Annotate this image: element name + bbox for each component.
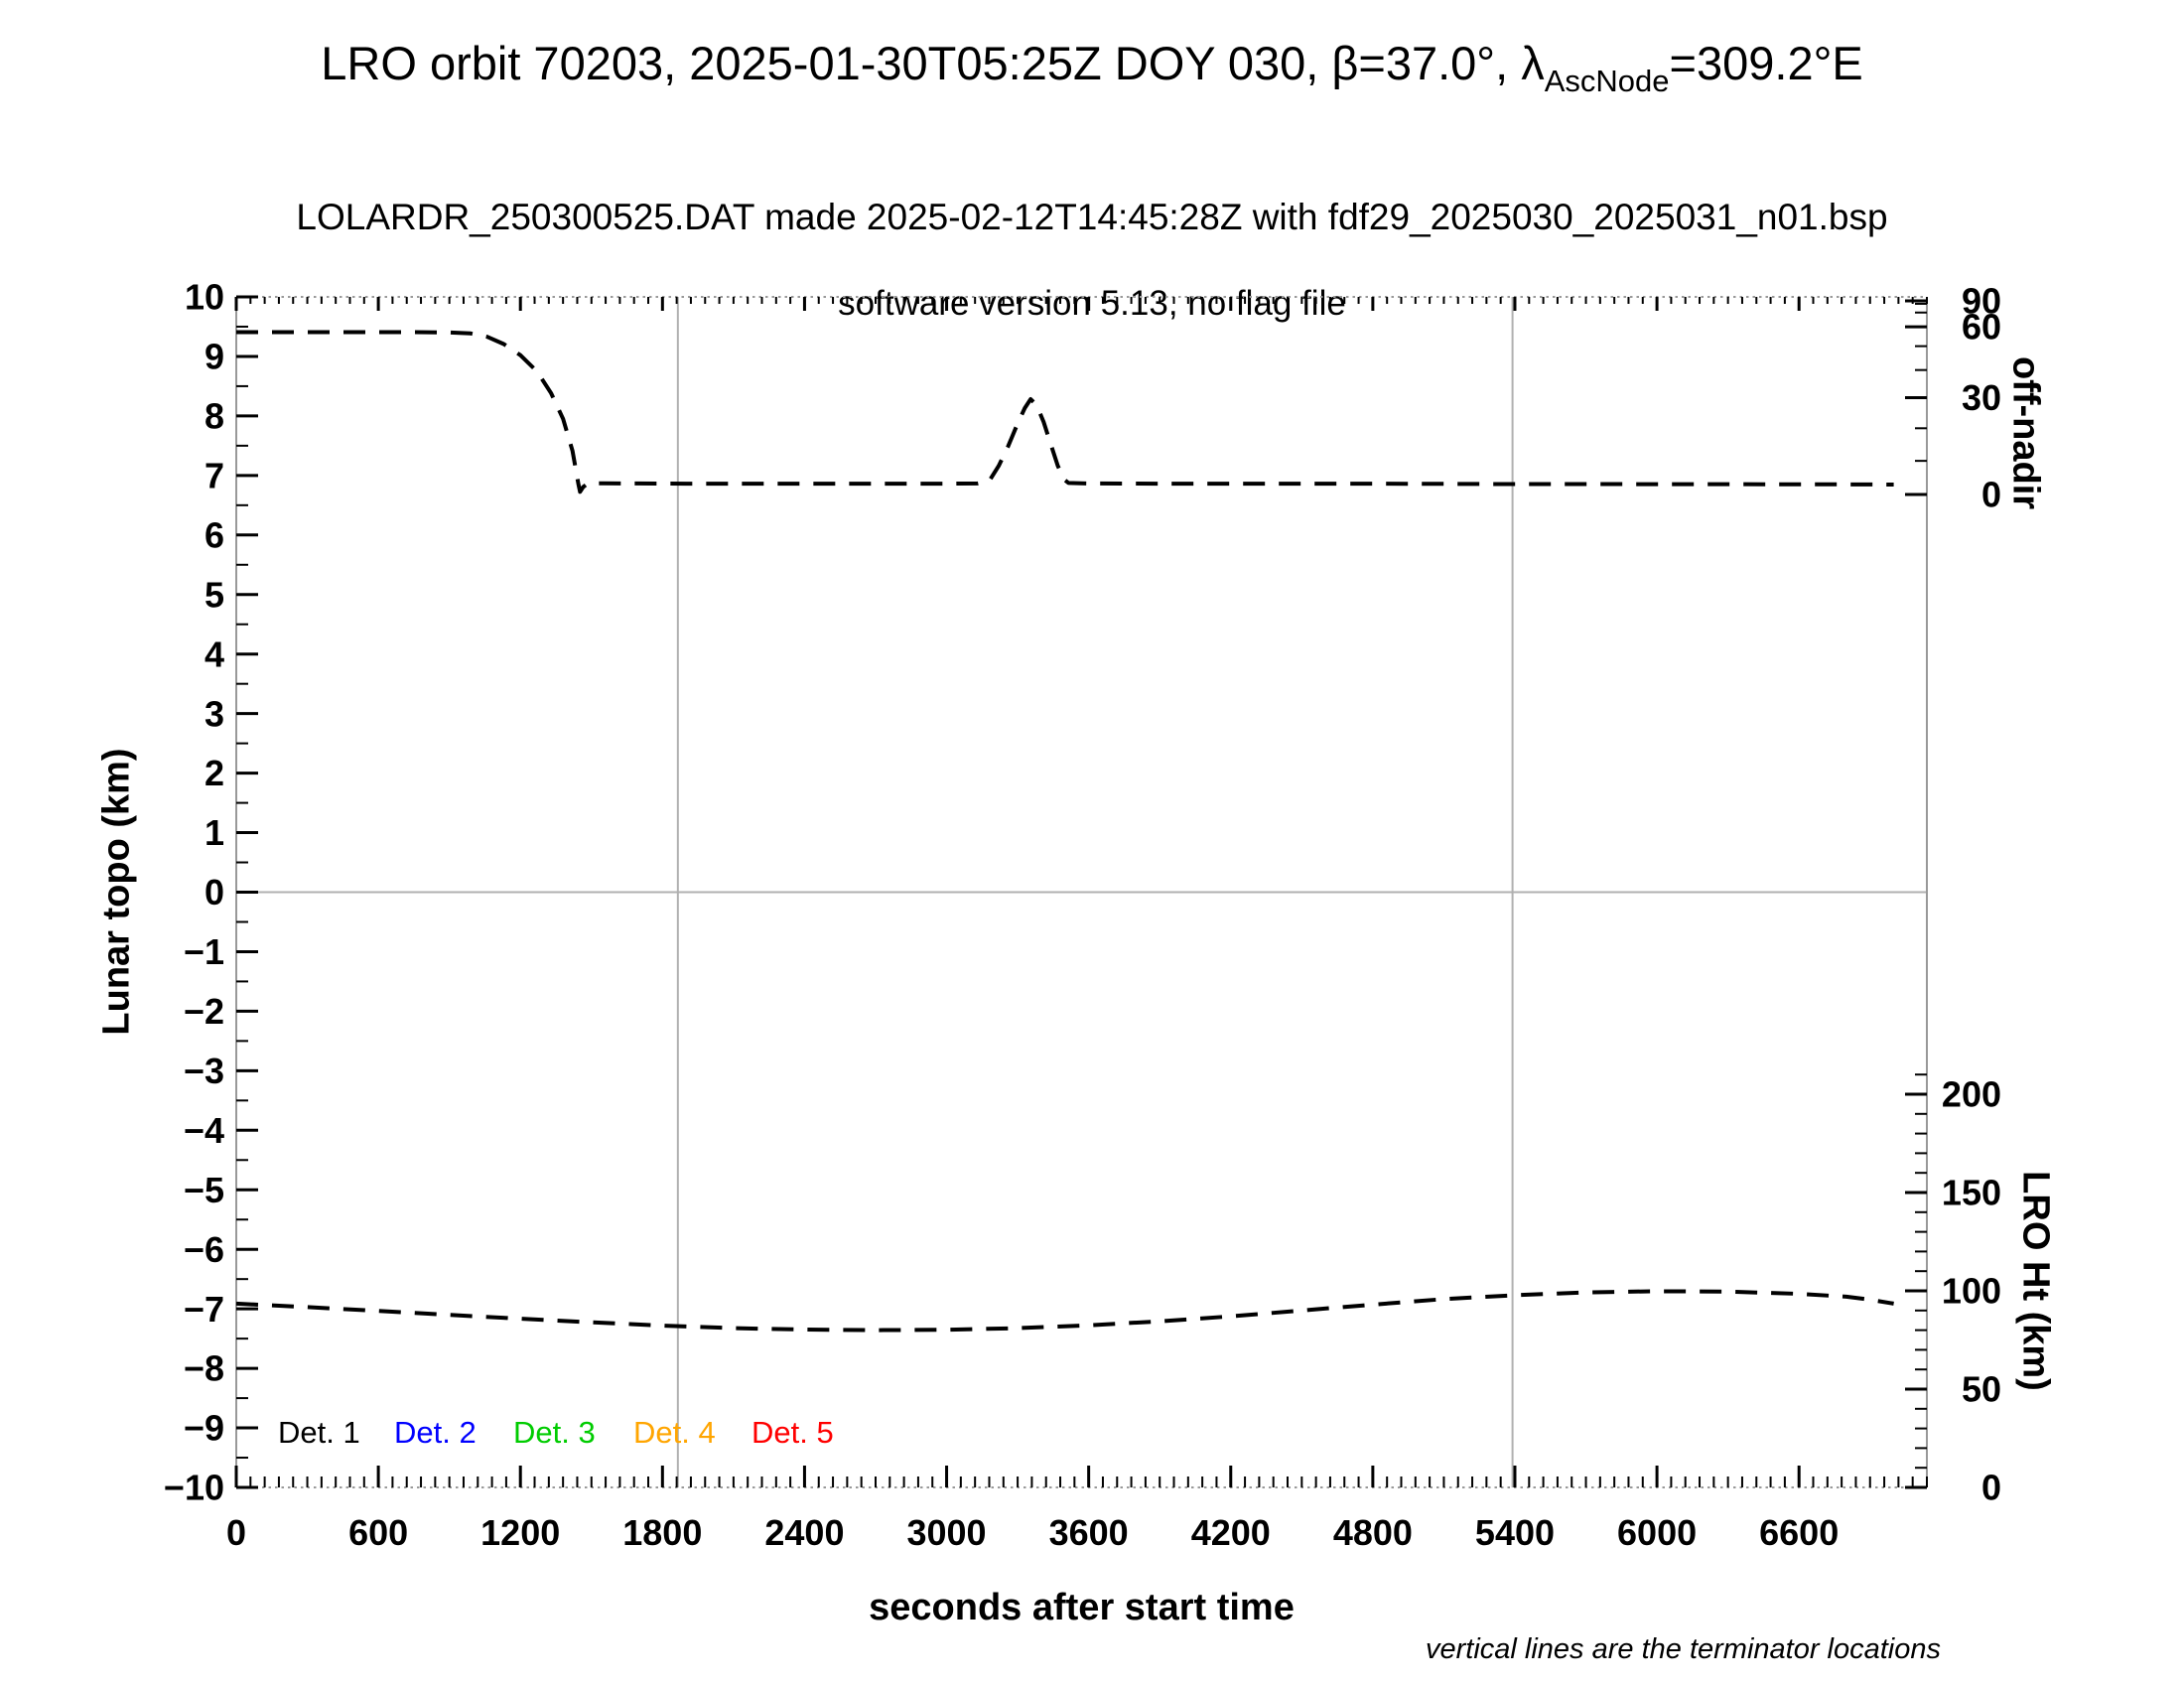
chart-subtitle-software: software version 5.13, no flag file bbox=[838, 284, 1346, 323]
chart-title-suffix: =309.2°E bbox=[1669, 37, 1863, 89]
offnadir-tick-label: 30 bbox=[1962, 377, 2001, 418]
legend-item-det-2: Det. 2 bbox=[394, 1415, 477, 1450]
y-left-tick-label: 3 bbox=[205, 693, 224, 734]
terminator-footnote: vertical lines are the terminator locati… bbox=[1425, 1633, 1941, 1665]
y-left-tick-label: −5 bbox=[184, 1170, 224, 1210]
x-tick-label: 6600 bbox=[1759, 1512, 1839, 1553]
y-left-tick-label: 9 bbox=[205, 337, 224, 377]
y-left-tick-label: −6 bbox=[184, 1229, 224, 1270]
y-left-tick-label: −10 bbox=[164, 1468, 224, 1508]
x-tick-label: 2400 bbox=[764, 1512, 844, 1553]
y-right-lro-height-axis-title: LRO Ht (km) bbox=[2014, 1171, 2057, 1391]
offnadir-tick-label: 90 bbox=[1962, 281, 2001, 322]
chart-title: LRO orbit 70203, 2025-01-30T05:25Z DOY 0… bbox=[0, 36, 2184, 98]
lro-ht-tick-label: 0 bbox=[1981, 1468, 2001, 1508]
y-left-tick-label: 6 bbox=[205, 514, 224, 555]
x-axis-title: seconds after start time bbox=[869, 1587, 1295, 1628]
legend-item-det-1: Det. 1 bbox=[278, 1415, 360, 1450]
x-tick-label: 1800 bbox=[622, 1512, 702, 1553]
y-left-tick-label: 0 bbox=[205, 872, 224, 913]
legend-item-det-5: Det. 5 bbox=[751, 1415, 834, 1450]
chart-title-subscript: AscNode bbox=[1544, 64, 1670, 98]
y-left-tick-label: 4 bbox=[205, 633, 224, 674]
curve-LRO-height bbox=[235, 1289, 1894, 1333]
y-left-tick-label: 10 bbox=[185, 277, 224, 318]
x-tick-label: 0 bbox=[226, 1512, 246, 1553]
y-left-tick-label: −8 bbox=[184, 1348, 224, 1389]
x-tick-label: 4200 bbox=[1191, 1512, 1271, 1553]
lro-ht-tick-label: 200 bbox=[1942, 1074, 2001, 1115]
y-left-tick-label: −3 bbox=[184, 1051, 224, 1091]
x-tick-label: 3000 bbox=[906, 1512, 986, 1553]
legend-item-det-3: Det. 3 bbox=[513, 1415, 596, 1450]
x-tick-label: 1200 bbox=[480, 1512, 560, 1553]
y-left-axis-title: Lunar topo (km) bbox=[95, 748, 138, 1036]
x-tick-label: 4800 bbox=[1333, 1512, 1413, 1553]
y-left-tick-label: −7 bbox=[184, 1289, 224, 1330]
y-left-tick-label: −1 bbox=[184, 931, 224, 972]
y-left-tick-label: 8 bbox=[205, 396, 224, 437]
chart-title-main: LRO orbit 70203, 2025-01-30T05:25Z DOY 0… bbox=[321, 37, 1545, 89]
y-left-tick-label: 7 bbox=[205, 455, 224, 495]
lro-ht-tick-label: 100 bbox=[1942, 1271, 2001, 1312]
lro-ht-tick-label: 50 bbox=[1962, 1369, 2001, 1410]
y-left-tick-label: 1 bbox=[205, 812, 224, 853]
offnadir-tick-label: 0 bbox=[1981, 475, 2001, 515]
x-tick-label: 6000 bbox=[1617, 1512, 1697, 1553]
x-tick-label: 5400 bbox=[1475, 1512, 1555, 1553]
curve-spacecraft-off-nadir-angle bbox=[236, 330, 1894, 494]
x-tick-label: 600 bbox=[348, 1512, 408, 1553]
x-tick-label: 3600 bbox=[1049, 1512, 1129, 1553]
lro-ht-tick-label: 150 bbox=[1942, 1173, 2001, 1213]
y-right-offnadir-axis-title: off-nadir bbox=[2004, 355, 2047, 510]
y-left-tick-label: −2 bbox=[184, 991, 224, 1032]
legend-item-det-4: Det. 4 bbox=[633, 1415, 716, 1450]
y-left-tick-label: −9 bbox=[184, 1408, 224, 1449]
y-left-tick-label: 2 bbox=[205, 753, 224, 793]
y-left-tick-label: −4 bbox=[184, 1110, 224, 1151]
chart-subtitle-datafile: LOLARDR_250300525.DAT made 2025-02-12T14… bbox=[296, 197, 1888, 237]
offnadir-tick-label: 60 bbox=[1962, 307, 2001, 348]
y-left-tick-label: 5 bbox=[205, 574, 224, 615]
